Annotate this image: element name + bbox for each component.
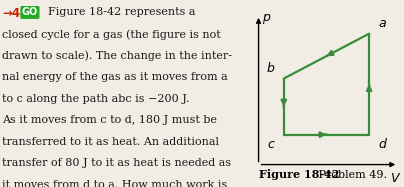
Text: Figure 18-42: Figure 18-42 — [259, 168, 339, 180]
Text: to c along the path abc is −200 J.: to c along the path abc is −200 J. — [2, 94, 190, 103]
Text: c: c — [267, 138, 274, 151]
Text: V: V — [390, 172, 398, 185]
Text: Problem 49.: Problem 49. — [316, 170, 387, 180]
Text: closed cycle for a gas (the figure is not: closed cycle for a gas (the figure is no… — [2, 29, 221, 39]
Text: transfer of 80 J to it as heat is needed as: transfer of 80 J to it as heat is needed… — [2, 158, 231, 168]
Text: nal energy of the gas as it moves from a: nal energy of the gas as it moves from a — [2, 72, 228, 82]
Text: a: a — [379, 17, 386, 30]
Text: it moves from d to a. How much work is: it moves from d to a. How much work is — [2, 180, 227, 187]
Text: Figure 18-42 represents a: Figure 18-42 represents a — [48, 7, 196, 17]
Text: p: p — [263, 11, 270, 24]
Text: →49: →49 — [2, 7, 29, 21]
Text: GO: GO — [22, 7, 38, 17]
Text: b: b — [266, 62, 274, 75]
Text: As it moves from c to d, 180 J must be: As it moves from c to d, 180 J must be — [2, 115, 217, 125]
Text: drawn to scale). The change in the inter-: drawn to scale). The change in the inter… — [2, 50, 232, 61]
Text: transferred to it as heat. An additional: transferred to it as heat. An additional — [2, 137, 219, 146]
Text: d: d — [379, 138, 387, 151]
